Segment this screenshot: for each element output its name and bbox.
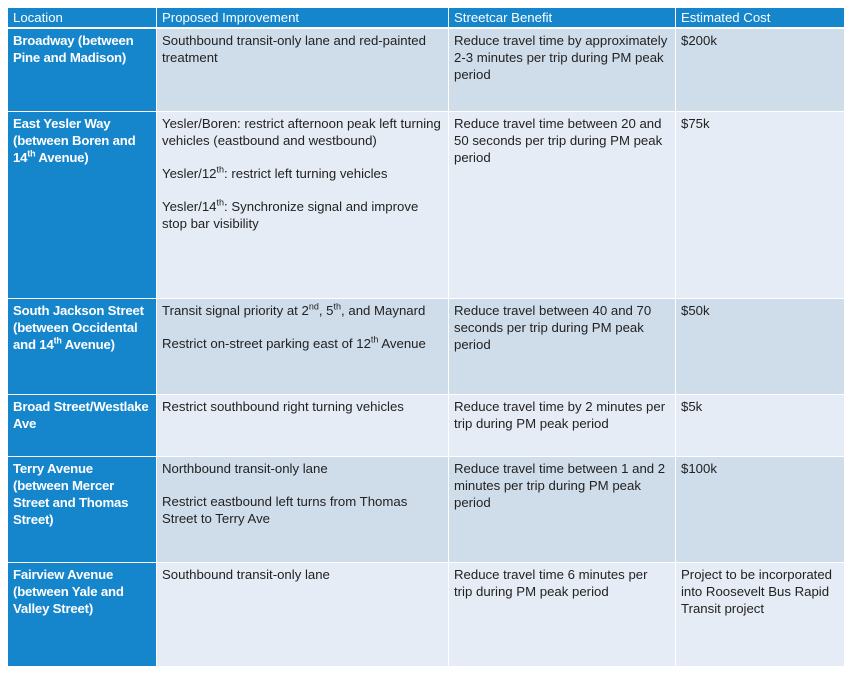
improvement-item: Yesler/14th: Synchronize signal and impr… (162, 197, 419, 231)
improvement-item: Yesler/12th: restrict left turning vehic… (162, 164, 388, 181)
improvement-cell: Southbound transit-only lane (156, 561, 449, 667)
benefit-cell: Reduce travel time by approximately 2-3 … (448, 27, 676, 112)
table-row: Terry Avenue (between Mercer Street and … (7, 455, 845, 563)
location-cell: Broad Street/Westlake Ave (7, 393, 157, 457)
improvements-table: Location Proposed Improvement Streetcar … (7, 7, 845, 667)
cost-cell: $200k (675, 27, 845, 112)
table-row: Broadway (between Pine and Madison) Sout… (7, 27, 845, 112)
benefit-cell: Reduce travel time between 1 and 2 minut… (448, 455, 676, 563)
location-cell: Terry Avenue (between Mercer Street and … (7, 455, 157, 563)
location-cell: East Yesler Way (between Boren and 14th … (7, 110, 157, 299)
benefit-cell: Reduce travel time 6 minutes per trip du… (448, 561, 676, 667)
cost-cell: $75k (675, 110, 845, 299)
improvement-item: Restrict eastbound left turns from Thoma… (162, 493, 408, 526)
header-estimated-cost: Estimated Cost (675, 7, 845, 29)
location-cell: Broadway (between Pine and Madison) (7, 27, 157, 112)
table-row: Broad Street/Westlake Ave Restrict south… (7, 393, 845, 457)
improvement-cell: Southbound transit-only lane and red-pai… (156, 27, 449, 112)
improvement-item: Yesler/Boren: restrict afternoon peak le… (162, 115, 441, 148)
header-row: Location Proposed Improvement Streetcar … (7, 7, 845, 29)
header-streetcar-benefit: Streetcar Benefit (448, 7, 676, 29)
table-row: East Yesler Way (between Boren and 14th … (7, 110, 845, 299)
cost-cell: $50k (675, 297, 845, 395)
location-cell: Fairview Avenue (between Yale and Valley… (7, 561, 157, 667)
improvement-cell: Yesler/Boren: restrict afternoon peak le… (156, 110, 449, 299)
improvement-cell: Northbound transit-only lane Restrict ea… (156, 455, 449, 563)
benefit-cell: Reduce travel time by 2 minutes per trip… (448, 393, 676, 457)
improvement-item: Transit signal priority at 2nd, 5th, and… (162, 301, 426, 318)
improvement-cell: Restrict southbound right turning vehicl… (156, 393, 449, 457)
benefit-cell: Reduce travel between 40 and 70 seconds … (448, 297, 676, 395)
cost-cell: $100k (675, 455, 845, 563)
header-location: Location (7, 7, 157, 29)
improvement-item: Northbound transit-only lane (162, 460, 328, 476)
location-cell: South Jackson Street (between Occidental… (7, 297, 157, 395)
improvement-item: Restrict on-street parking east of 12th … (162, 334, 426, 351)
improvement-cell: Transit signal priority at 2nd, 5th, and… (156, 297, 449, 395)
table-row: South Jackson Street (between Occidental… (7, 297, 845, 395)
cost-cell: $5k (675, 393, 845, 457)
header-proposed-improvement: Proposed Improvement (156, 7, 449, 29)
benefit-cell: Reduce travel time between 20 and 50 sec… (448, 110, 676, 299)
table-row: Fairview Avenue (between Yale and Valley… (7, 561, 845, 667)
cost-cell: Project to be incorporated into Roosevel… (675, 561, 845, 667)
